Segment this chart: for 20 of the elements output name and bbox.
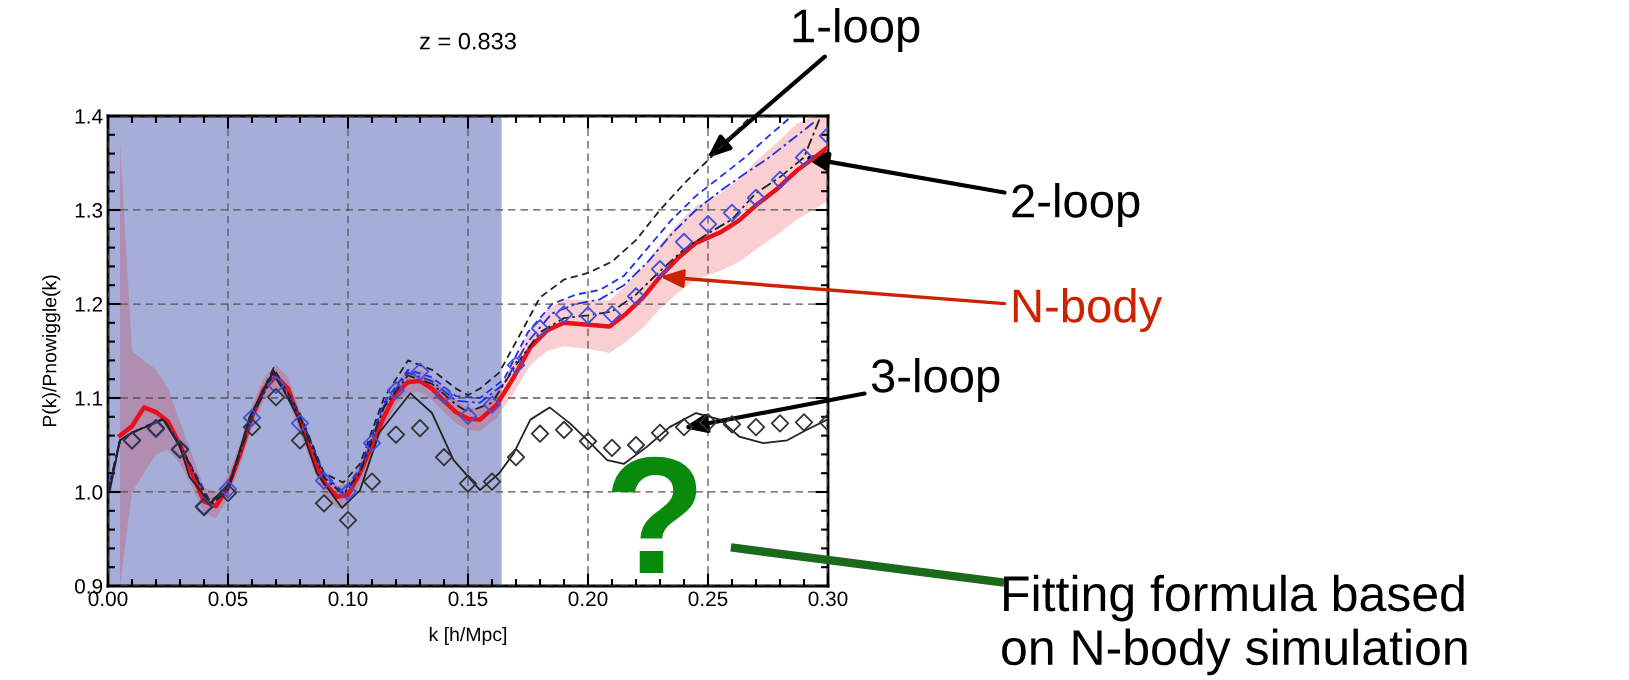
y-tick-label: 1.3 [75, 203, 103, 218]
x-tick-label: 0.30 [808, 591, 848, 607]
annotation: N-body [1013, 287, 1163, 333]
annotation: ? [611, 456, 697, 574]
annotation: 3-loop [871, 357, 1000, 403]
x-axis-title: k [h/Mpc] [429, 626, 507, 646]
x-tick-label: 0.05 [208, 591, 248, 607]
y-tick-label: 1.4 [75, 109, 103, 124]
y-axis-title: P(k)/Pnowiggle(k) [42, 275, 61, 427]
x-tick-label: 0.10 [328, 591, 368, 607]
y-tick-label: 1.0 [75, 485, 103, 500]
text: Fitting formula based on N-body simulation [1002, 574, 1467, 676]
chart-title: z = 0.833 [420, 32, 516, 50]
x-tick-label: 0.25 [688, 591, 728, 607]
y-tick-label: 1.2 [75, 297, 103, 312]
annotation: 2-loop [1012, 182, 1140, 228]
y-tick-label: 1.1 [75, 391, 103, 406]
annotation: 1-loop [793, 7, 920, 53]
x-tick-label: 0.15 [448, 591, 488, 607]
x-tick-label: 0.20 [568, 591, 608, 607]
